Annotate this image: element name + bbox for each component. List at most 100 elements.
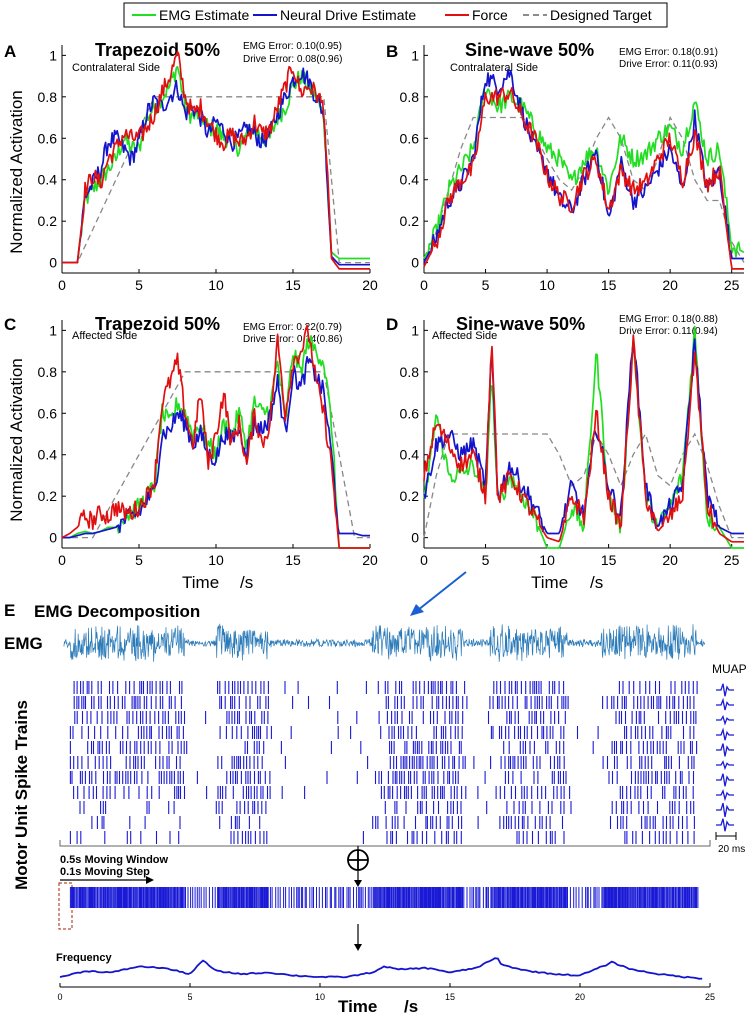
- panel-d-ytick-label-5: 1: [411, 322, 419, 338]
- panel-a-ytick-label-1: 0.2: [38, 213, 58, 229]
- panel-b-title: Sine-wave 50%: [465, 40, 594, 60]
- panel-d-xtick-label-0: 0: [420, 552, 428, 568]
- frequency-path: [59, 957, 703, 980]
- muap-waveform: [716, 714, 734, 726]
- window-arrow-head: [146, 876, 154, 884]
- panel-d-target-line: [423, 432, 744, 539]
- legend-label-drive: Neural Drive Estimate: [280, 7, 416, 23]
- panel-b-drive-error: Drive Error: 0.11(0.93): [619, 59, 718, 70]
- legend: EMG Estimate Neural Drive Estimate Force…: [123, 2, 668, 28]
- panel-e-xtick-label-2: 10: [315, 992, 325, 1002]
- panel-d-ytick-label-2: 0.4: [400, 447, 420, 463]
- panel-a-series-force: [62, 50, 370, 270]
- panel-a-ytick-label-0: 0: [49, 255, 57, 271]
- sum-symbol: [347, 846, 369, 887]
- panel-letter-d: D: [386, 315, 398, 334]
- panel-e-xtick-label-3: 15: [445, 992, 455, 1002]
- panel-c-xtick-label-4: 20: [362, 552, 378, 568]
- panel-b-ytick-label-5: 1: [411, 47, 419, 63]
- muap-waveform: [716, 760, 734, 771]
- panel-d-ytick-label-3: 0.6: [400, 405, 420, 421]
- panel-c-series-drive: [62, 355, 370, 539]
- panel-d-drive-error: Drive Error: 0.11(0.94): [619, 326, 718, 337]
- panel-b-series-drive: [423, 68, 744, 263]
- panel-d-side-label: Affected Side: [432, 330, 497, 342]
- panel-b-emg-error: EMG Error: 0.18(0.91): [619, 47, 718, 58]
- panel-e-xlabel-unit: /s: [404, 997, 418, 1016]
- panel-b-series-emg: [423, 88, 745, 259]
- panel-letter-e: E: [4, 601, 15, 620]
- panel-b-side-label: Contralateral Side: [450, 62, 538, 74]
- legend-box: [123, 2, 668, 28]
- arrow-d-to-e-head: [410, 604, 424, 616]
- panel-e-xlabel-text: Time: [338, 997, 377, 1016]
- panel-d-emg-error: EMG Error: 0.18(0.88): [619, 314, 718, 325]
- muap-waveforms: [716, 683, 734, 832]
- muap-scale-label: 20 ms: [718, 844, 745, 855]
- panel-b-xtick-label-3: 15: [601, 277, 617, 293]
- panel-a-plot-area: 0 5 10 15 20 0 0.2 0.4 0.6 0.8 1: [38, 45, 378, 293]
- panel-b-series-force: [423, 86, 744, 270]
- xlabel-c-text: Time: [182, 573, 219, 592]
- raw-emg-path: [63, 623, 706, 662]
- panel-c-xtick-label-2: 10: [208, 552, 224, 568]
- muap-waveform: [716, 727, 734, 741]
- panel-e-title: EMG Decomposition: [34, 602, 200, 621]
- panel-b-plot-area: 0 5 10 15 20 25 0 0.2 0.4 0.6 0.8 1: [400, 45, 745, 293]
- xlabel-c-unit: /s: [240, 573, 253, 592]
- panel-b-ytick-label-2: 0.4: [400, 172, 420, 188]
- panel-c-ytick-label-5: 1: [49, 322, 57, 338]
- panel-d-ytick-label-1: 0.2: [400, 488, 420, 504]
- panel-c-ytick-label-1: 0.2: [38, 488, 58, 504]
- muap-waveform: [716, 802, 734, 818]
- motor-unit-label: Motor Unit Spike Trains: [12, 700, 31, 890]
- legend-label-target: Designed Target: [550, 7, 652, 23]
- panel-c-title: Trapezoid 50%: [95, 314, 220, 334]
- xlabel-d-unit: /s: [590, 573, 603, 592]
- arrow-d-to-e: [410, 571, 467, 616]
- panel-b-xtick-label-1: 5: [482, 277, 490, 293]
- panel-d-xtick-label-1: 5: [482, 552, 490, 568]
- raw-emg-trace: [63, 623, 706, 662]
- xlabel-d: Time /s: [531, 573, 603, 592]
- combined-spike-train: [69, 887, 699, 908]
- panel-a-xtick-label-1: 5: [135, 277, 143, 293]
- raster-bracket-line: [59, 840, 711, 847]
- muap-waveform: [716, 789, 734, 802]
- panel-c-ytick-label-2: 0.4: [38, 447, 58, 463]
- panel-d-title: Sine-wave 50%: [456, 314, 585, 334]
- panel-d-ytick-label-0: 0: [411, 530, 419, 546]
- panel-e-xtick-label-0: 0: [57, 992, 62, 1002]
- legend-item-force: Force: [445, 7, 508, 23]
- panel-a-xtick-label-3: 15: [285, 277, 301, 293]
- panel-d-xtick-label-5: 25: [724, 552, 740, 568]
- panel-c-xtick-label-0: 0: [58, 552, 66, 568]
- panel-e: E EMG Decomposition EMG Motor Unit Spike…: [4, 601, 747, 1016]
- legend-label-emg: EMG Estimate: [159, 7, 249, 23]
- panel-b-xtick-label-2: 10: [539, 277, 555, 293]
- panel-c-series-force: [61, 324, 370, 549]
- panel-d-xtick-label-3: 15: [601, 552, 617, 568]
- muap-waveform: [716, 683, 734, 697]
- frequency-curve: [59, 957, 703, 980]
- panel-letter-c: C: [4, 315, 16, 334]
- panel-c-xtick-label-1: 5: [135, 552, 143, 568]
- spike-raster: [69, 681, 698, 844]
- panel-b-ytick-label-1: 0.2: [400, 213, 420, 229]
- muap-waveform: [716, 743, 734, 757]
- panel-b-ytick-label-0: 0: [411, 255, 419, 271]
- panel-e-time-axis: 0 5 10 15 20 25: [57, 983, 715, 1002]
- muap-waveform: [716, 818, 734, 832]
- panel-a-emg-error: EMG Error: 0.10(0.95): [243, 41, 342, 52]
- panel-a-series-emg: [62, 65, 370, 264]
- muap-waveform: [716, 773, 734, 787]
- panel-c-xtick-label-3: 15: [285, 552, 301, 568]
- panel-c-ytick-label-4: 0.8: [38, 364, 58, 380]
- frequency-label: Frequency: [56, 952, 113, 964]
- panel-d-series-force: [423, 334, 744, 543]
- panel-a-xtick-label-4: 20: [362, 277, 378, 293]
- panel-d-xtick-label-2: 10: [539, 552, 555, 568]
- muap-label: MUAP: [712, 662, 747, 676]
- panel-a-ytick-label-2: 0.4: [38, 172, 58, 188]
